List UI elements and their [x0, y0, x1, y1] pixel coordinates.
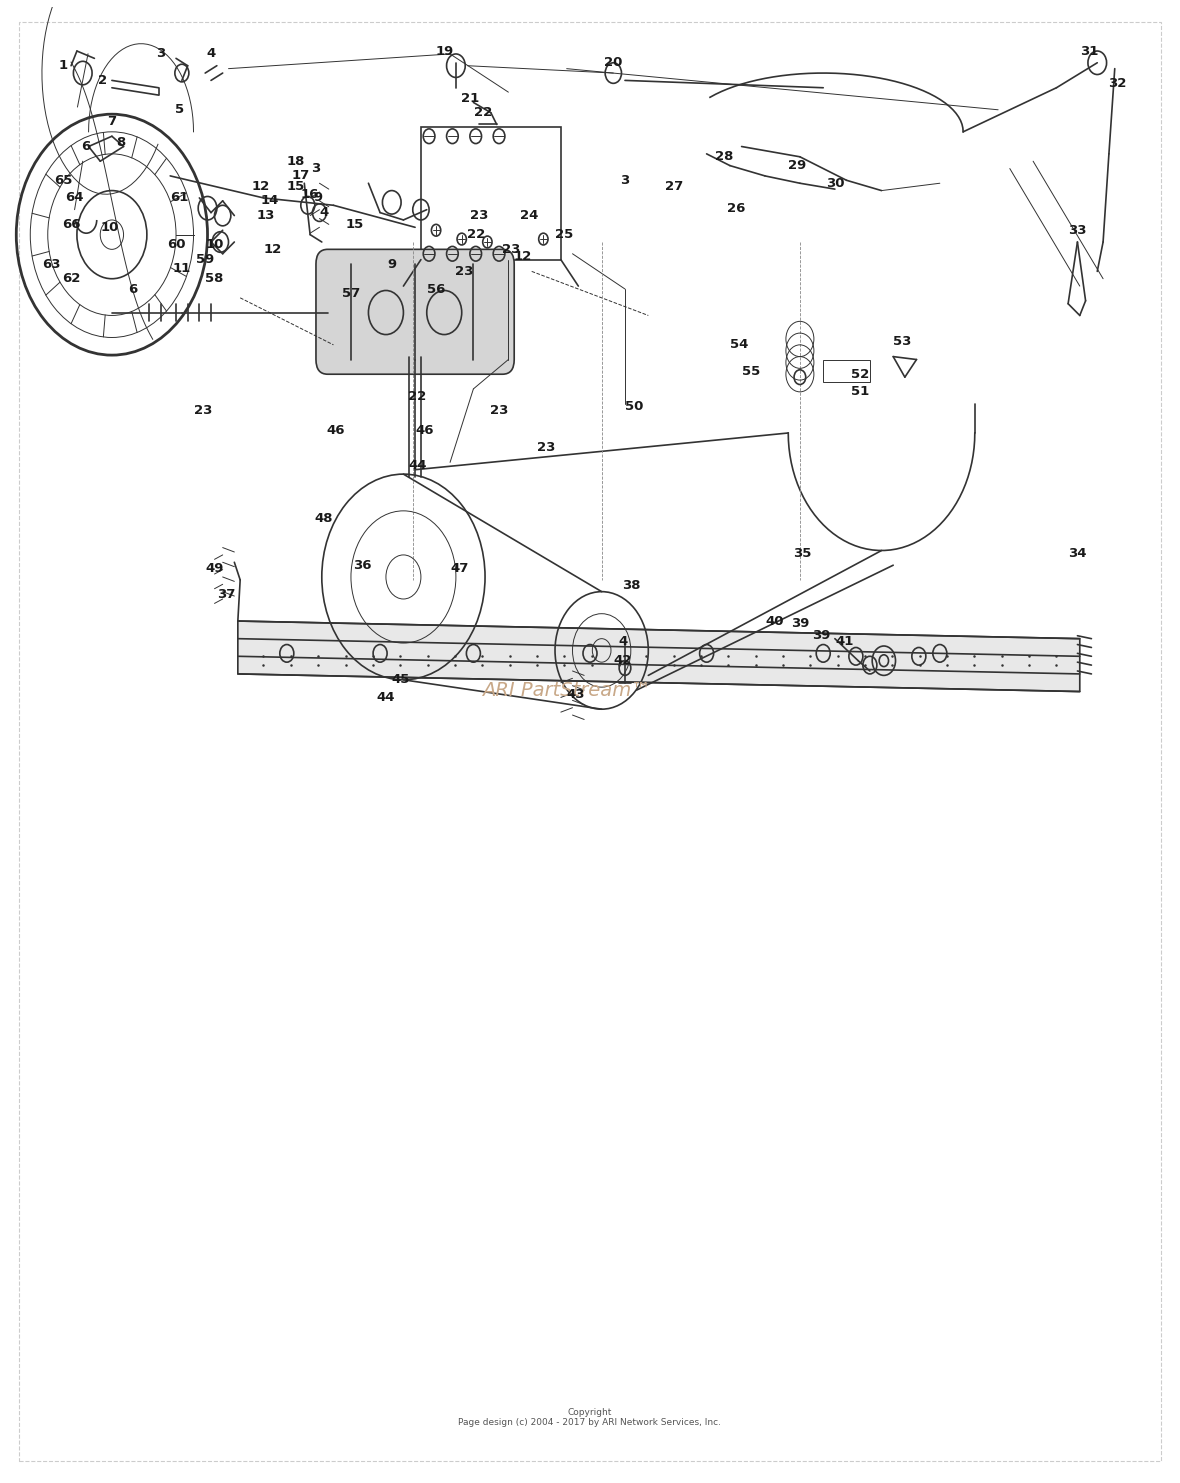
Text: 14: 14 [260, 194, 278, 208]
Text: 27: 27 [664, 179, 683, 193]
Text: 24: 24 [520, 209, 538, 222]
Text: 25: 25 [556, 228, 573, 242]
Text: 31: 31 [1080, 44, 1099, 58]
Text: 66: 66 [61, 218, 80, 231]
Text: 12: 12 [263, 243, 282, 257]
Text: 3: 3 [156, 47, 165, 61]
Text: 6: 6 [129, 283, 138, 295]
Text: 39: 39 [791, 617, 809, 630]
Text: 57: 57 [342, 286, 360, 300]
Text: 56: 56 [427, 283, 445, 295]
Text: 63: 63 [42, 258, 60, 270]
Text: 51: 51 [852, 386, 870, 399]
Text: 33: 33 [1068, 224, 1087, 237]
Bar [421, 128, 560, 260]
Text: 32: 32 [1108, 77, 1126, 90]
Text: 5: 5 [175, 104, 184, 116]
Text: 15: 15 [346, 218, 363, 231]
Text: 21: 21 [460, 92, 479, 104]
Text: 11: 11 [172, 262, 191, 274]
Text: 10: 10 [100, 221, 119, 234]
Text: 41: 41 [835, 635, 853, 648]
Text: 54: 54 [730, 338, 748, 351]
Text: 1: 1 [58, 59, 67, 73]
Text: 4: 4 [618, 635, 628, 648]
Text: 3: 3 [312, 162, 321, 175]
Text: 23: 23 [502, 243, 520, 257]
Text: 8: 8 [117, 135, 126, 148]
Text: 37: 37 [217, 589, 235, 601]
Text: 9: 9 [387, 258, 396, 270]
Text: 55: 55 [742, 365, 760, 378]
Text: 23: 23 [490, 405, 509, 417]
Text: 45: 45 [392, 673, 411, 687]
Polygon shape [238, 621, 1080, 691]
Text: 39: 39 [812, 629, 830, 642]
Text: 23: 23 [537, 440, 555, 454]
Text: 19: 19 [435, 44, 453, 58]
Text: 4: 4 [206, 47, 216, 61]
Text: 35: 35 [793, 547, 812, 561]
Text: 6: 6 [81, 139, 91, 153]
Text: 26: 26 [727, 202, 745, 215]
Text: 48: 48 [315, 512, 334, 525]
Text: 22: 22 [408, 390, 426, 403]
Text: 50: 50 [625, 400, 643, 414]
Text: 28: 28 [715, 150, 733, 163]
Text: 44: 44 [408, 458, 427, 472]
Text: 62: 62 [61, 273, 80, 285]
Text: 65: 65 [54, 174, 72, 187]
Text: 53: 53 [893, 335, 912, 349]
Bar [824, 359, 870, 381]
Text: 59: 59 [196, 254, 215, 265]
Text: 36: 36 [353, 559, 372, 572]
Text: 12: 12 [513, 251, 531, 262]
Text: 30: 30 [826, 176, 844, 190]
Text: 2: 2 [98, 74, 107, 87]
Text: 60: 60 [166, 239, 185, 252]
Text: 43: 43 [566, 688, 585, 701]
Text: 47: 47 [451, 562, 468, 574]
Text: 22: 22 [466, 228, 485, 242]
Text: Copyright
Page design (c) 2004 - 2017 by ARI Network Services, Inc.: Copyright Page design (c) 2004 - 2017 by… [459, 1407, 721, 1427]
Text: 58: 58 [205, 273, 224, 285]
Text: ARI PartStream™: ARI PartStream™ [483, 681, 651, 700]
Text: 29: 29 [788, 159, 807, 172]
Text: 40: 40 [765, 614, 784, 627]
FancyBboxPatch shape [316, 249, 514, 374]
Text: 46: 46 [327, 424, 345, 436]
Text: 18: 18 [287, 154, 306, 168]
Text: 38: 38 [622, 580, 640, 592]
Text: 44: 44 [376, 691, 395, 704]
Text: 42: 42 [614, 654, 631, 667]
Text: 61: 61 [170, 191, 189, 205]
Text: 52: 52 [852, 368, 870, 381]
Text: 23: 23 [454, 265, 473, 277]
Text: 4: 4 [320, 206, 329, 219]
Text: 17: 17 [291, 169, 310, 182]
Text: 12: 12 [253, 179, 270, 193]
Text: 34: 34 [1068, 547, 1087, 561]
Text: 64: 64 [65, 191, 84, 205]
Text: 13: 13 [256, 209, 275, 222]
Text: 15: 15 [287, 179, 306, 193]
Text: 49: 49 [205, 562, 224, 574]
Text: 23: 23 [194, 405, 212, 417]
Text: 9: 9 [314, 191, 323, 205]
Text: 10: 10 [205, 239, 224, 252]
Text: 16: 16 [301, 188, 320, 202]
Text: 23: 23 [470, 209, 489, 222]
Text: 20: 20 [604, 56, 623, 70]
Text: 22: 22 [473, 107, 492, 119]
Text: 7: 7 [107, 116, 117, 128]
Text: 3: 3 [621, 174, 630, 187]
Text: 46: 46 [415, 424, 434, 436]
